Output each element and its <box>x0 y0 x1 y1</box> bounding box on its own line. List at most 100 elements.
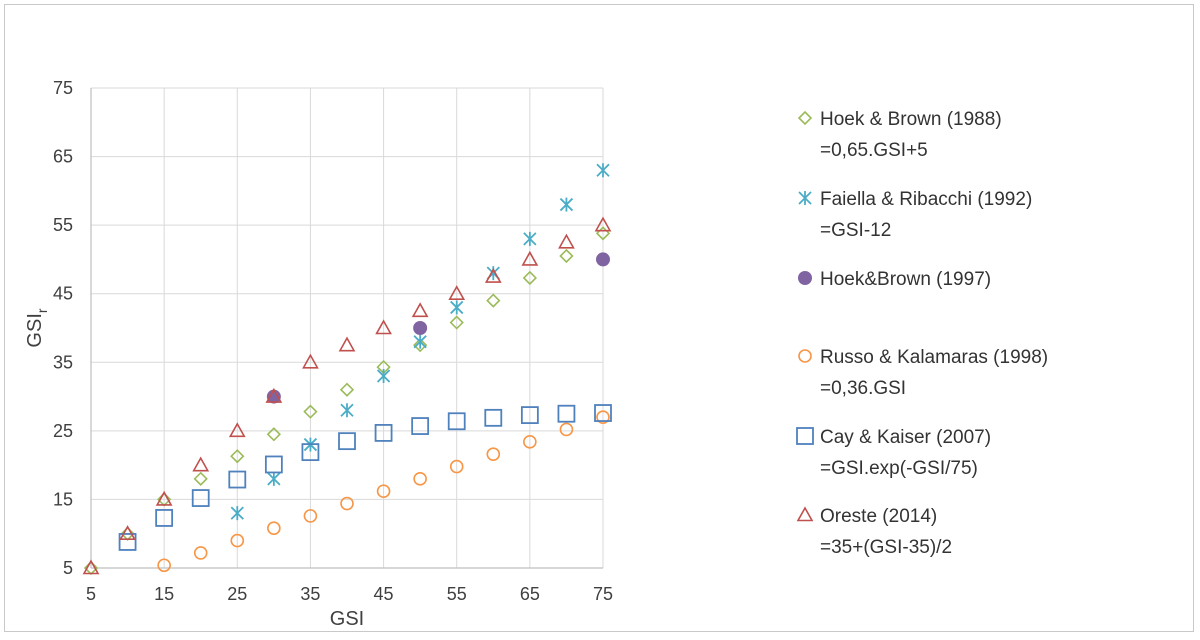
data-point <box>523 435 537 449</box>
series-hoek-brown-1988 <box>83 226 611 576</box>
y-tick-label: 15 <box>53 489 73 509</box>
data-point <box>486 293 501 308</box>
data-point <box>411 417 430 435</box>
legend-item: Faiella & Ribacchi (1992) =GSI-12 <box>798 189 1032 241</box>
data-point <box>559 248 574 264</box>
y-axis-title-subscript: r <box>34 308 50 313</box>
legend-series-name: Russo & Kalamaras (1998) <box>820 347 1048 368</box>
x-tick-label: 45 <box>374 584 394 604</box>
x-tick-label: 55 <box>447 584 467 604</box>
data-point <box>557 404 576 423</box>
y-tick-label: 75 <box>53 78 73 98</box>
x-tick-label: 75 <box>593 584 613 604</box>
data-point <box>228 470 247 489</box>
series-oreste-2014 <box>82 216 612 575</box>
legend-marker <box>798 271 812 285</box>
data-point <box>413 321 428 335</box>
data-point <box>596 410 610 424</box>
data-point <box>267 471 281 486</box>
x-tick-label: 5 <box>86 584 96 604</box>
data-point <box>559 197 574 212</box>
data-point <box>266 427 281 442</box>
data-point <box>192 456 210 472</box>
legend-marker <box>797 110 813 126</box>
y-tick-labels: 5 15 25 35 45 55 65 75 <box>53 78 73 578</box>
x-tick-label: 35 <box>300 584 320 604</box>
legend-item: Hoek & Brown (1988) =0,65.GSI+5 <box>797 109 1002 161</box>
data-point <box>594 404 612 422</box>
legend-series-name: Oreste (2014) <box>820 506 937 527</box>
data-point <box>193 471 208 486</box>
data-point <box>596 252 610 267</box>
legend-item: Oreste (2014) =35+(GSI-35)/2 <box>796 506 952 558</box>
data-point <box>522 270 537 286</box>
legend-series-name: Faiella & Ribacchi (1992) <box>820 189 1032 210</box>
legend-series-formula: =0,36.GSI <box>820 378 906 399</box>
data-point <box>376 484 391 499</box>
data-point <box>375 319 392 335</box>
data-point <box>376 369 391 383</box>
x-tick-label: 25 <box>227 584 247 604</box>
x-tick-label: 15 <box>154 584 174 604</box>
legend-series-formula: =GSI.exp(-GSI/75) <box>820 458 978 479</box>
legend-series-formula: =GSI-12 <box>820 220 891 241</box>
y-tick-label: 65 <box>53 147 73 167</box>
data-point <box>264 455 283 474</box>
legend-marker <box>796 506 814 522</box>
data-point <box>449 315 464 330</box>
data-point <box>338 336 356 352</box>
x-tick-labels: 5 15 25 35 45 55 65 75 <box>86 584 613 604</box>
data-point <box>303 404 318 419</box>
y-tick-label: 5 <box>63 558 73 578</box>
legend: Hoek & Brown (1988) =0,65.GSI+5 Faiella & … <box>796 109 1048 558</box>
data-point <box>230 449 245 464</box>
y-tick-label: 35 <box>53 352 73 372</box>
legend-series-name: Cay & Kaiser (2007) <box>820 427 991 448</box>
data-point <box>157 558 171 573</box>
data-point <box>119 525 136 541</box>
legend-item: Russo & Kalamaras (1998) =0,36.GSI <box>798 347 1048 399</box>
data-point <box>448 285 466 301</box>
data-point <box>230 506 244 521</box>
data-points <box>82 163 612 576</box>
data-point <box>450 300 464 315</box>
data-point <box>484 408 503 427</box>
x-tick-label: 65 <box>520 584 540 604</box>
data-point <box>193 546 208 560</box>
data-point <box>374 424 393 442</box>
axes <box>90 88 603 569</box>
data-point <box>523 231 537 246</box>
y-axis-title-main: GSI <box>24 313 46 347</box>
data-point <box>228 422 246 438</box>
data-point <box>265 387 283 403</box>
y-tick-label: 55 <box>53 215 73 235</box>
data-point <box>449 459 464 474</box>
data-point <box>413 472 427 486</box>
legend-series-formula: =35+(GSI-35)/2 <box>820 537 952 558</box>
data-point <box>559 422 574 437</box>
legend-marker <box>798 349 812 363</box>
data-point <box>301 443 320 462</box>
data-point <box>411 302 429 318</box>
data-point <box>267 521 281 536</box>
data-point <box>230 533 245 548</box>
data-point <box>155 509 174 527</box>
data-point <box>340 496 354 511</box>
legend-marker <box>796 427 814 445</box>
series-hoek-brown-1997 <box>266 252 610 404</box>
data-point <box>520 406 539 424</box>
data-point <box>558 233 575 249</box>
chart-frame: 5 15 25 35 45 55 65 75 5 15 25 35 45 55 65 75 GSI GSIr… <box>4 4 1194 632</box>
y-tick-label: 25 <box>53 421 73 441</box>
legend-marker <box>798 191 812 205</box>
y-axis-title: GSIr <box>24 308 50 347</box>
data-point <box>521 250 539 266</box>
data-point <box>413 334 427 349</box>
x-axis-title: GSI <box>330 608 364 630</box>
legend-series-name: Hoek & Brown (1988) <box>820 109 1002 130</box>
data-point <box>594 216 612 232</box>
data-point <box>303 509 318 523</box>
data-point <box>338 432 356 451</box>
legend-item: Cay & Kaiser (2007) =GSI.exp(-GSI/75) <box>796 427 991 479</box>
